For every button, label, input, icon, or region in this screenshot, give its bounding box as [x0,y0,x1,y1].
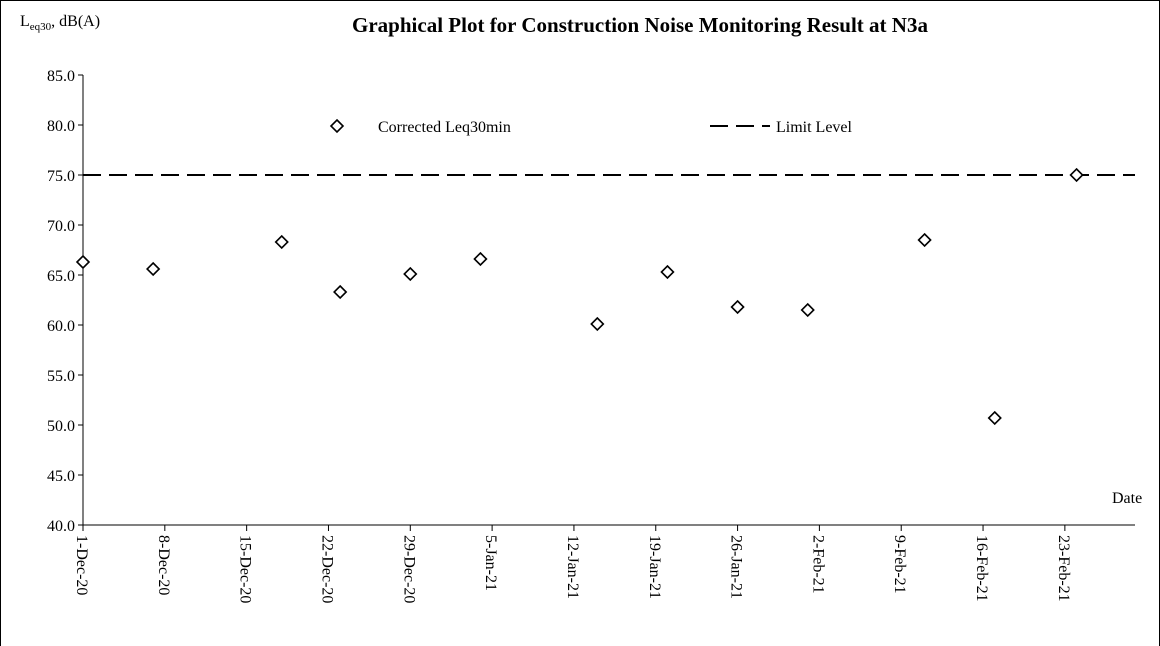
y-tick-label: 55.0 [47,368,75,385]
y-tick-label: 50.0 [47,418,75,435]
x-tick-label: 15-Dec-20 [237,535,254,603]
y-tick-label: 65.0 [47,268,75,285]
y-axis-label: Leq30, dB(A) [20,13,100,33]
x-tick-label: 12-Jan-21 [564,535,581,599]
y-tick-label: 75.0 [47,168,75,185]
point [800,302,815,318]
point [473,251,488,267]
point [75,254,91,270]
x-tick-label: 8-Dec-20 [155,535,172,595]
x-tick-label: 19-Jan-21 [646,535,663,599]
x-tick-label: 23-Feb-21 [1055,535,1072,602]
x-axis-label: Date [1112,490,1142,507]
x-tick-label: 2-Feb-21 [809,535,826,594]
x-tick-label: 29-Dec-20 [400,535,417,603]
chart-title: Graphical Plot for Construction Noise Mo… [352,13,928,37]
point [274,234,289,250]
y-tick-label: 60.0 [47,318,75,335]
point [987,410,1002,426]
x-tick-label: 9-Feb-21 [891,535,908,594]
x-tick-label: 1-Dec-20 [73,535,90,595]
x-tick-label: 5-Jan-21 [482,535,499,591]
y-tick-label: 85.0 [47,68,75,85]
legend-marker [329,118,345,134]
legend-label: Limit Level [776,119,853,136]
point [403,266,418,282]
y-label-sub: eq30 [30,21,52,33]
y-label-rest: , dB(A) [51,13,100,30]
y-tick-label: 45.0 [47,468,75,485]
y-tick-label: 70.0 [47,218,75,235]
point [917,232,932,248]
x-tick-label: 26-Jan-21 [728,535,745,599]
legend-label: Corrected Leq30min [378,119,511,136]
point [730,299,745,315]
point [660,264,675,280]
point [1069,167,1084,183]
x-tick-label: 22-Dec-20 [318,535,335,603]
y-tick-label: 80.0 [47,118,75,135]
point [333,284,348,300]
x-tick-label: 16-Feb-21 [973,535,990,602]
point [590,316,605,332]
point [146,261,161,277]
y-tick-label: 40.0 [47,518,75,535]
y-label-main: L [20,13,30,30]
